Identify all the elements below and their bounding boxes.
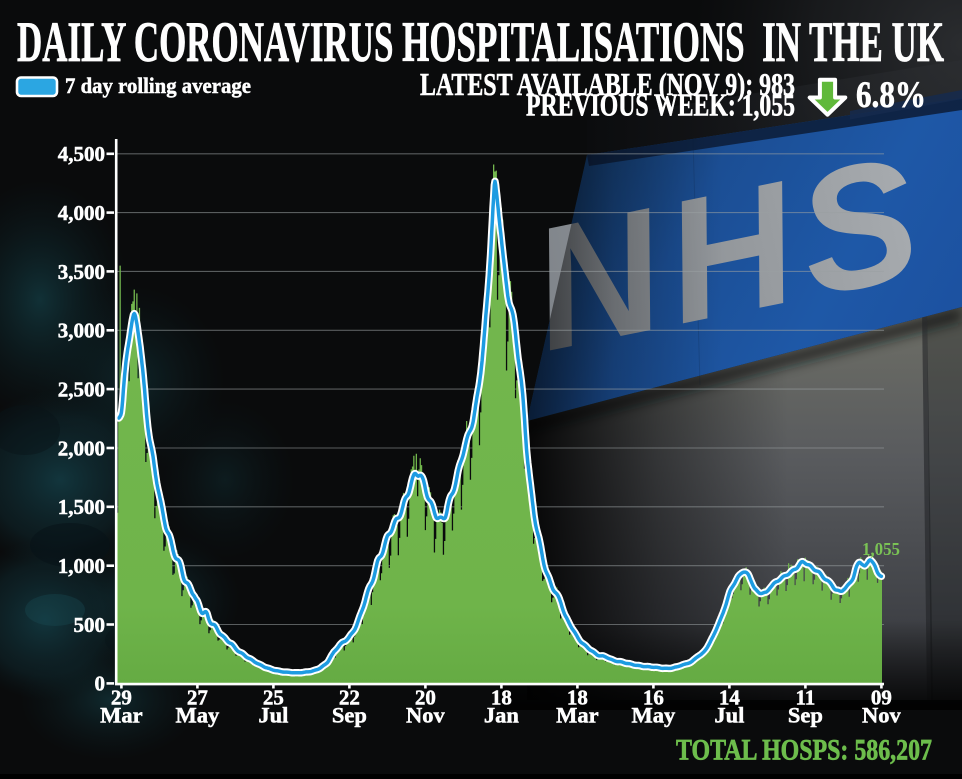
svg-text:May: May [632,703,676,728]
svg-text:Mar: Mar [100,703,142,728]
svg-text:18: 18 [491,686,512,710]
svg-text:2,500: 2,500 [58,377,105,401]
svg-text:29: 29 [111,686,132,710]
svg-text:Jul: Jul [258,703,288,728]
svg-text:Sep: Sep [332,703,367,728]
svg-text:22: 22 [339,686,360,710]
svg-text:4,500: 4,500 [58,142,105,166]
svg-text:27: 27 [187,686,208,710]
svg-text:6.8%: 6.8% [856,75,926,116]
svg-text:1,500: 1,500 [58,495,105,519]
svg-text:1,055: 1,055 [862,539,900,559]
svg-text:7 day rolling average: 7 day rolling average [65,73,251,98]
svg-text:LATEST AVAILABLE (NOV 9): 983: LATEST AVAILABLE (NOV 9): 983 [420,66,795,102]
svg-text:2,000: 2,000 [58,436,105,460]
svg-text:3,500: 3,500 [58,260,105,284]
svg-text:TOTAL HOSPS: 586,207: TOTAL HOSPS: 586,207 [676,735,932,767]
svg-text:Jan: Jan [484,703,520,728]
svg-text:Mar: Mar [556,703,598,728]
svg-text:May: May [176,703,220,728]
svg-text:11: 11 [795,686,815,710]
svg-text:Nov: Nov [862,703,901,728]
svg-text:3,000: 3,000 [58,319,105,343]
svg-text:18: 18 [567,686,588,710]
svg-text:09: 09 [871,686,892,710]
svg-text:4,000: 4,000 [58,201,105,225]
svg-text:1,000: 1,000 [58,554,105,578]
svg-text:0: 0 [95,672,106,696]
svg-text:25: 25 [263,686,284,710]
svg-text:PREVIOUS WEEK: 1,055: PREVIOUS WEEK: 1,055 [526,87,795,123]
svg-text:Jul: Jul [714,703,744,728]
svg-text:Sep: Sep [788,703,823,728]
svg-text:14: 14 [719,686,741,710]
svg-text:Nov: Nov [406,703,445,728]
svg-text:DAILY CORONAVIRUS HOSPITALISAT: DAILY CORONAVIRUS HOSPITALISATIONS IN TH… [17,11,944,74]
svg-text:500: 500 [74,613,106,637]
svg-text:20: 20 [415,686,436,710]
svg-text:16: 16 [643,686,664,710]
